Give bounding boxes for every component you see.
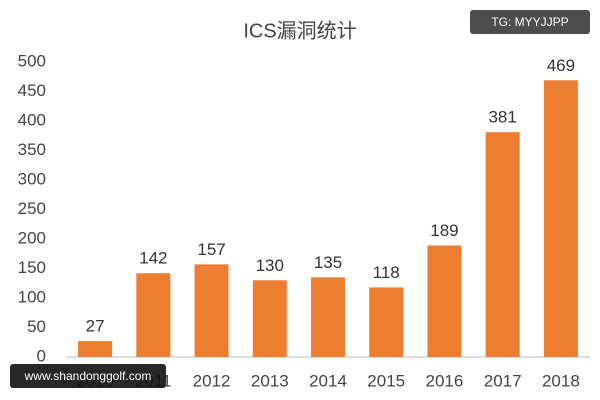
y-tick-label: 50: [27, 317, 46, 336]
x-tick-label: 2016: [426, 371, 464, 390]
bar: [252, 280, 287, 357]
data-label: 118: [373, 263, 400, 282]
y-tick-label: 250: [18, 199, 46, 218]
bar: [485, 132, 520, 357]
bar: [136, 273, 171, 357]
data-label: 27: [86, 317, 105, 336]
x-tick-label: 2015: [367, 371, 405, 390]
x-tick-label: 2013: [251, 371, 289, 390]
x-tick-label: 2018: [542, 371, 580, 390]
data-label: 469: [547, 56, 575, 75]
x-tick-label: 2014: [309, 371, 347, 390]
y-tick-label: 0: [37, 346, 46, 365]
x-tick-label: 2017: [484, 371, 522, 390]
y-tick-label: 100: [18, 287, 46, 306]
data-label: 157: [197, 240, 225, 259]
data-label: 135: [314, 253, 342, 272]
data-label: 381: [488, 108, 516, 127]
y-tick-label: 500: [18, 51, 46, 70]
y-tick-label: 300: [18, 169, 46, 188]
bar: [369, 287, 404, 357]
watermark-text: www.shandonggolf.com: [24, 369, 152, 383]
bar: [194, 264, 229, 357]
data-label: 130: [256, 256, 284, 275]
data-label: 142: [139, 249, 167, 268]
x-tick-label: 2012: [193, 371, 231, 390]
y-tick-label: 400: [18, 110, 46, 129]
y-tick-label: 450: [18, 81, 46, 100]
bar: [543, 80, 578, 357]
y-tick-label: 350: [18, 140, 46, 159]
bar: [78, 341, 113, 357]
bar: [427, 245, 462, 357]
data-label: 189: [430, 221, 458, 240]
y-tick-label: 150: [18, 258, 46, 277]
watermark-box: [470, 10, 590, 34]
bar: [311, 277, 345, 357]
watermark-text: TG: MYYJJPP: [491, 15, 568, 29]
chart-title: ICS漏洞统计: [243, 19, 356, 42]
watermark-box: [10, 364, 166, 388]
y-tick-label: 200: [18, 228, 46, 247]
